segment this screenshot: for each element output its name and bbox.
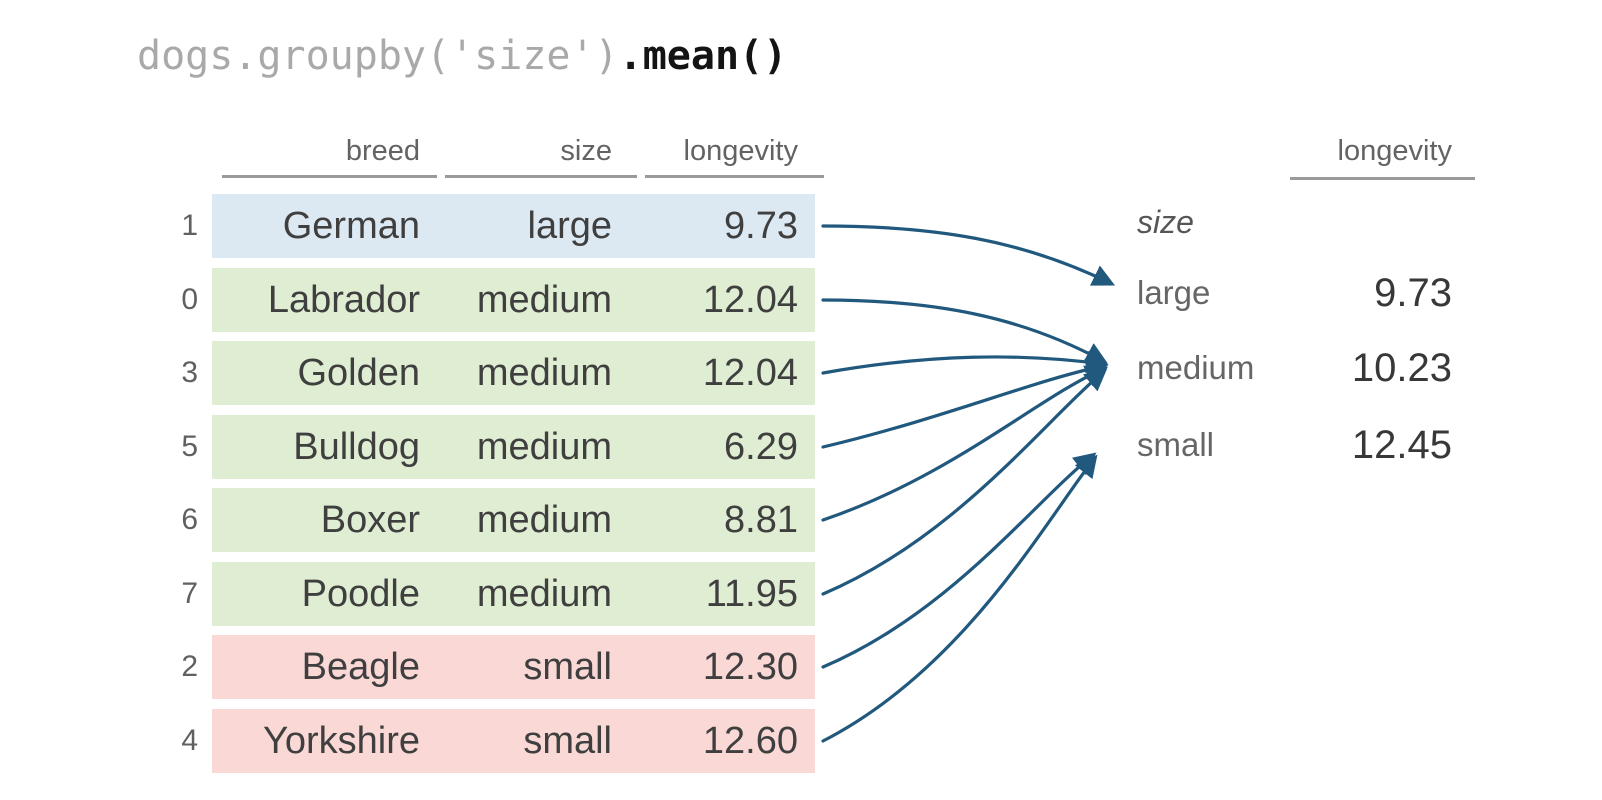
cell-breed: German (282, 205, 420, 247)
cell-size: small (523, 646, 612, 688)
row-index: 3 (181, 356, 198, 389)
column-underline-longevity (645, 175, 824, 178)
column-header-size: size (560, 135, 612, 167)
row-index: 1 (181, 209, 198, 242)
code-groupby-call: dogs.groupby('size') (137, 33, 619, 79)
cell-longevity: 12.30 (702, 646, 798, 688)
result-group-value: 9.73 (1374, 271, 1452, 315)
arrow-golden-to-medium (821, 350, 1109, 375)
table-row: 1 German large 9.73 (181, 194, 815, 258)
arrow-boxer-to-medium (821, 365, 1109, 522)
table-row: 6 Boxer medium 8.81 (181, 488, 815, 552)
code-title: dogs.groupby('size').mean() (137, 30, 787, 82)
result-group-label: medium (1137, 349, 1255, 386)
cell-longevity: 12.60 (702, 720, 798, 762)
cell-longevity: 9.73 (724, 205, 798, 247)
arrow-labrador-to-medium (821, 298, 1108, 364)
cell-size: medium (476, 279, 612, 321)
row-index: 2 (181, 650, 198, 683)
result-group-label: small (1137, 426, 1215, 463)
cell-breed: Bulldog (293, 426, 420, 468)
row-index: 0 (181, 283, 198, 316)
table-row: 3 Golden medium 12.04 (181, 341, 815, 405)
result-group-label: large (1137, 274, 1211, 311)
arrow-poodle-to-medium (821, 368, 1108, 596)
result-index-name: size (1137, 204, 1194, 240)
cell-breed: Boxer (320, 499, 420, 541)
cell-size: medium (476, 352, 612, 394)
cell-size: medium (476, 573, 612, 615)
arrow-german-to-large (821, 224, 1116, 286)
table-row: 5 Bulldog medium 6.29 (181, 415, 815, 479)
cell-breed: Golden (297, 352, 420, 394)
cell-breed: Labrador (267, 279, 420, 321)
code-mean-call: .mean() (618, 33, 788, 79)
cell-longevity: 6.29 (724, 426, 798, 468)
table-row: 2 Beagle small 12.30 (181, 635, 815, 699)
cell-breed: Beagle (301, 646, 420, 688)
cell-size: medium (476, 499, 612, 541)
arrow-yorkshire-to-small (821, 454, 1098, 743)
result-group-value: 10.23 (1351, 346, 1452, 390)
column-header-longevity: longevity (683, 135, 798, 167)
result-column-header-longevity: longevity (1337, 135, 1452, 167)
row-index: 7 (181, 577, 198, 610)
cell-size: medium (476, 426, 612, 468)
cell-breed: Poodle (301, 573, 420, 615)
table-row: 4 Yorkshire small 12.60 (181, 709, 815, 773)
table-row: 7 Poodle medium 11.95 (181, 562, 815, 626)
column-underline-breed (222, 175, 437, 178)
row-index: 4 (181, 724, 198, 757)
arrow-bulldog-to-medium (821, 358, 1109, 449)
cell-longevity: 8.81 (724, 499, 798, 541)
cell-longevity: 12.04 (702, 352, 798, 394)
cell-longevity: 12.04 (702, 279, 798, 321)
cell-size: small (523, 720, 612, 762)
column-underline-size (445, 175, 637, 178)
column-header-breed: breed (345, 135, 420, 167)
result-group-value: 12.45 (1351, 423, 1452, 467)
cell-size: large (527, 205, 613, 247)
row-index: 6 (181, 503, 198, 536)
table-row: 0 Labrador medium 12.04 (181, 268, 815, 332)
row-index: 5 (181, 430, 198, 463)
result-column-underline (1290, 177, 1475, 180)
cell-longevity: 11.95 (705, 573, 798, 615)
arrow-beagle-to-small (821, 452, 1097, 669)
cell-breed: Yorkshire (262, 720, 420, 762)
